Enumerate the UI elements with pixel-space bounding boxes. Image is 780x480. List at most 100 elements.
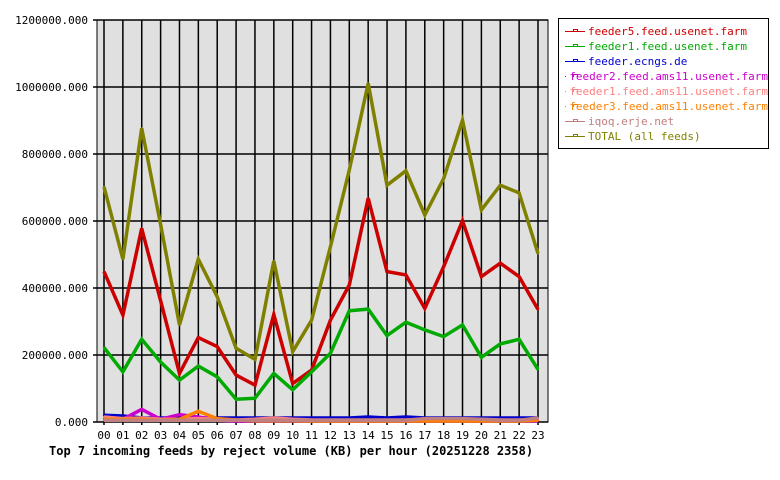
legend-item: feeder1.feed.ams11.usenet.farm bbox=[559, 84, 768, 99]
data-point bbox=[423, 419, 426, 422]
data-point bbox=[329, 352, 332, 355]
data-point bbox=[423, 213, 426, 216]
legend-swatch-icon bbox=[565, 27, 585, 36]
legend-item: TOTAL (all feeds) bbox=[559, 129, 768, 144]
legend-item: feeder.ecngs.de bbox=[559, 54, 768, 69]
data-point bbox=[499, 419, 502, 422]
x-tick-label: 21 bbox=[494, 429, 507, 442]
data-point bbox=[121, 314, 124, 317]
data-point bbox=[461, 323, 464, 326]
data-point bbox=[140, 127, 143, 130]
y-tick-label: 1000000.000 bbox=[15, 81, 88, 94]
data-point bbox=[348, 169, 351, 172]
data-point bbox=[197, 410, 200, 413]
x-tick-label: 16 bbox=[399, 429, 412, 442]
data-point bbox=[480, 418, 483, 421]
data-point bbox=[461, 119, 464, 122]
legend-item: feeder1.feed.usenet.farm bbox=[559, 39, 768, 54]
legend-label: feeder1.feed.ams11.usenet.farm bbox=[569, 85, 768, 98]
y-tick-label: 200000.000 bbox=[22, 349, 88, 362]
x-tick-label: 11 bbox=[305, 429, 318, 442]
data-point bbox=[253, 419, 256, 422]
data-point bbox=[442, 417, 445, 420]
x-tick-label: 18 bbox=[437, 429, 450, 442]
legend-label: feeder5.feed.usenet.farm bbox=[588, 25, 747, 38]
data-point bbox=[310, 319, 313, 322]
x-tick-label: 09 bbox=[267, 429, 280, 442]
data-point bbox=[518, 419, 521, 422]
x-tick-label: 00 bbox=[97, 429, 110, 442]
legend-item: feeder3.feed.ams11.usenet.farm bbox=[559, 99, 768, 114]
data-point bbox=[178, 379, 181, 382]
data-point bbox=[537, 419, 539, 422]
x-tick-label: 15 bbox=[380, 429, 393, 442]
data-point bbox=[103, 185, 105, 188]
data-point bbox=[537, 368, 539, 371]
data-point bbox=[216, 345, 219, 348]
data-point bbox=[518, 191, 521, 194]
data-point bbox=[386, 334, 389, 337]
data-point bbox=[537, 308, 539, 311]
data-point bbox=[480, 275, 483, 278]
data-point bbox=[537, 252, 539, 255]
x-tick-label: 01 bbox=[116, 429, 129, 442]
data-point bbox=[442, 419, 445, 422]
data-point bbox=[480, 208, 483, 211]
data-point bbox=[442, 177, 445, 180]
data-point bbox=[235, 419, 238, 422]
x-tick-label: 12 bbox=[324, 429, 337, 442]
legend-swatch-icon bbox=[565, 132, 585, 141]
data-point bbox=[103, 270, 105, 273]
data-point bbox=[386, 419, 389, 422]
data-point bbox=[159, 361, 162, 364]
data-point bbox=[310, 419, 313, 422]
x-tick-label: 20 bbox=[475, 429, 488, 442]
x-tick-label: 10 bbox=[286, 429, 299, 442]
data-point bbox=[235, 374, 238, 377]
data-point bbox=[404, 169, 407, 172]
data-point bbox=[159, 419, 162, 422]
data-point bbox=[272, 419, 275, 422]
data-point bbox=[272, 372, 275, 375]
x-tick-label: 07 bbox=[229, 429, 242, 442]
x-tick-label: 02 bbox=[135, 429, 148, 442]
data-point bbox=[367, 197, 370, 200]
data-point bbox=[253, 384, 256, 387]
data-point bbox=[140, 408, 143, 411]
data-point bbox=[367, 415, 370, 418]
data-point bbox=[329, 419, 332, 422]
legend-swatch-icon bbox=[565, 117, 585, 126]
x-tick-label: 08 bbox=[248, 429, 261, 442]
data-point bbox=[178, 372, 181, 375]
data-point bbox=[348, 283, 351, 286]
y-tick-label: 400000.000 bbox=[22, 282, 88, 295]
data-point bbox=[253, 358, 256, 361]
data-point bbox=[178, 323, 181, 326]
data-point bbox=[216, 419, 219, 422]
data-point bbox=[404, 415, 407, 418]
x-tick-label: 14 bbox=[362, 429, 376, 442]
data-point bbox=[348, 419, 351, 422]
x-tick-label: 23 bbox=[531, 429, 544, 442]
data-point bbox=[461, 417, 464, 420]
data-point bbox=[499, 262, 502, 265]
x-tick-label: 03 bbox=[154, 429, 167, 442]
data-point bbox=[329, 319, 332, 322]
y-tick-label: 800000.000 bbox=[22, 148, 88, 161]
data-point bbox=[103, 419, 105, 422]
data-point bbox=[140, 338, 143, 341]
data-point bbox=[461, 419, 464, 422]
data-point bbox=[404, 321, 407, 324]
data-point bbox=[404, 273, 407, 276]
x-tick-label: 06 bbox=[211, 429, 224, 442]
data-point bbox=[537, 416, 539, 419]
legend-item: feeder5.feed.usenet.farm bbox=[559, 24, 768, 39]
legend-swatch-icon bbox=[565, 42, 585, 51]
x-tick-label: 04 bbox=[173, 429, 187, 442]
series-line-6 bbox=[104, 416, 539, 423]
data-point bbox=[367, 82, 370, 85]
data-point bbox=[103, 346, 105, 349]
data-point bbox=[197, 336, 200, 339]
data-point bbox=[178, 413, 181, 416]
data-point bbox=[178, 419, 181, 422]
